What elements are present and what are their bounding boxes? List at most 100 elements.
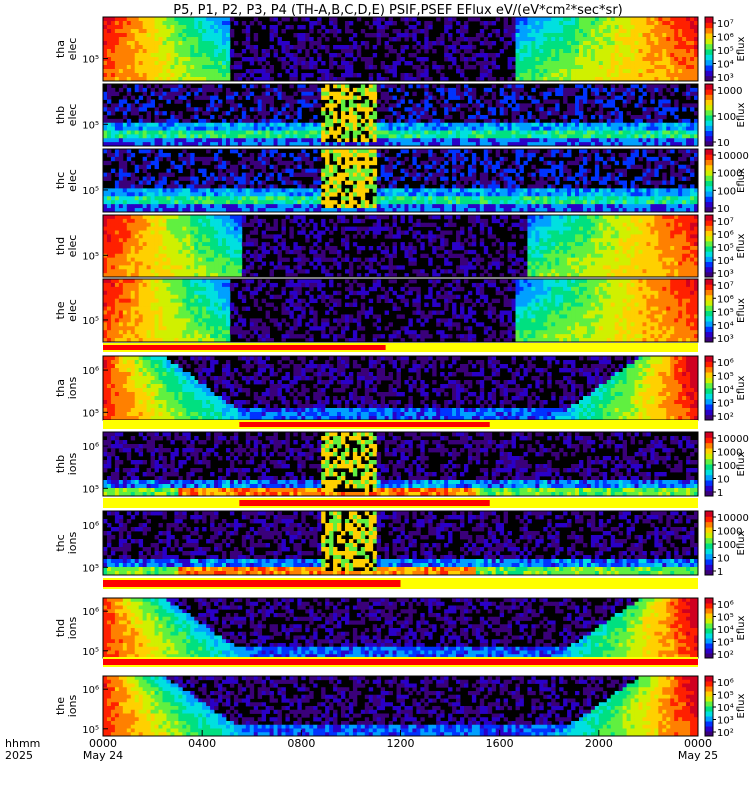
spectrogram-cell <box>162 49 167 54</box>
spectrogram-cell <box>309 130 314 135</box>
spectrogram-cell <box>122 180 128 185</box>
spectrogram-cell <box>162 111 167 116</box>
spectrogram-cell <box>575 37 580 42</box>
spectrogram-cell <box>118 204 124 209</box>
spectrogram-cell <box>503 200 508 205</box>
spectrogram-cell <box>563 130 568 135</box>
spectrogram-cell <box>575 99 580 104</box>
spectrogram-cell <box>333 192 338 197</box>
spectrogram-cell <box>511 188 516 193</box>
spectrogram-cell <box>202 45 207 50</box>
spectrogram-cell <box>515 204 520 209</box>
spectrogram-cell <box>218 29 223 34</box>
spectrogram-cell <box>233 53 239 58</box>
spectrogram-cell <box>670 21 675 26</box>
spectrogram-cell <box>202 95 207 100</box>
spectrogram-cell <box>206 33 211 38</box>
spectrogram-cell <box>301 149 306 154</box>
spectrogram-cell <box>428 21 433 26</box>
spectrogram-cell <box>563 53 568 58</box>
spectrogram-cell <box>555 164 560 170</box>
spectrogram-cell <box>166 29 171 34</box>
spectrogram-cell <box>666 87 671 93</box>
spectrogram-cell <box>471 164 477 170</box>
spectrogram-cell <box>424 200 429 205</box>
spectrogram-cell <box>575 172 580 177</box>
spectrogram-cell <box>364 176 370 181</box>
spectrogram-cell <box>229 118 235 124</box>
spectrogram-cell <box>460 126 465 131</box>
spectrogram-cell <box>146 200 151 205</box>
spectrogram-cell <box>519 180 524 185</box>
spectrogram-cell <box>150 69 155 74</box>
spectrogram-cell <box>416 111 421 116</box>
spectrogram-cell <box>146 103 151 108</box>
spectrogram-cell <box>269 65 274 70</box>
spectrogram-cell <box>364 200 370 205</box>
spectrogram-cell <box>214 107 219 112</box>
spectrogram-cell <box>293 134 298 139</box>
spectrogram-cell <box>206 180 211 185</box>
spectrogram-cell <box>642 84 647 89</box>
spectrogram-cell <box>511 130 516 135</box>
spectrogram-cell <box>503 172 508 177</box>
spectrogram-cell <box>586 69 592 74</box>
spectrogram-cell <box>126 45 132 50</box>
spectrogram-cell <box>293 204 298 209</box>
spectrogram-cell <box>590 77 596 82</box>
spectrogram-cell <box>309 118 314 124</box>
spectrogram-cell <box>257 130 263 135</box>
spectrogram-cell <box>214 130 219 135</box>
spectrogram-cell <box>586 208 592 213</box>
spectrogram-cell <box>547 126 552 131</box>
spectrogram-cell <box>404 172 409 177</box>
spectrogram-cell <box>214 17 219 22</box>
spectrogram-cell <box>142 69 148 74</box>
spectrogram-cell <box>352 184 358 189</box>
spectrogram-cell <box>222 172 227 177</box>
spectrogram-cell <box>186 103 191 108</box>
spectrogram-cell <box>130 138 136 143</box>
spectrogram-cell <box>598 17 604 22</box>
colorbar-segment <box>705 70 713 77</box>
spectrogram-cell <box>301 126 306 131</box>
spectrogram-cell <box>293 69 298 74</box>
spectrogram-cell <box>531 37 536 42</box>
spectrogram-cell <box>170 37 175 42</box>
spectrogram-cell <box>348 172 354 177</box>
spectrogram-cell <box>356 160 362 166</box>
spectrogram-cell <box>638 77 643 82</box>
spectrogram-cell <box>630 134 635 139</box>
spectrogram-cell <box>154 192 159 197</box>
spectrogram-cell <box>186 61 191 66</box>
spectrogram-cell <box>241 118 247 124</box>
spectrogram-cell <box>265 73 270 78</box>
spectrogram-cell <box>384 200 389 205</box>
spectrogram-cell <box>364 57 370 62</box>
spectrogram-cell <box>586 57 592 62</box>
spectrogram-cell <box>352 103 358 108</box>
spectrogram-cell <box>519 115 524 120</box>
spectrogram-cell <box>186 134 191 139</box>
spectrogram-cell <box>265 160 270 166</box>
spectrogram-cell <box>456 21 461 26</box>
spectrogram-cell <box>372 87 378 93</box>
spectrogram-cell <box>170 196 175 201</box>
spectrogram-cell <box>376 77 382 82</box>
spectrogram-cell <box>515 164 520 170</box>
spectrogram-cell <box>162 176 167 181</box>
spectrogram-cell <box>103 200 108 205</box>
spectrogram-cell <box>313 196 318 201</box>
spectrogram-cell <box>178 57 183 62</box>
spectrogram-cell <box>360 41 366 46</box>
spectrogram-cell <box>134 107 140 112</box>
spectrogram-cell <box>555 142 560 147</box>
spectrogram-cell <box>114 156 120 162</box>
spectrogram-cell <box>662 130 667 135</box>
spectrogram-cell <box>511 200 516 205</box>
spectrogram-cell <box>555 180 560 185</box>
spectrogram-cell <box>531 130 536 135</box>
spectrogram-cell <box>666 37 671 42</box>
spectrogram-cell <box>106 91 112 97</box>
spectrogram-cell <box>265 84 270 89</box>
